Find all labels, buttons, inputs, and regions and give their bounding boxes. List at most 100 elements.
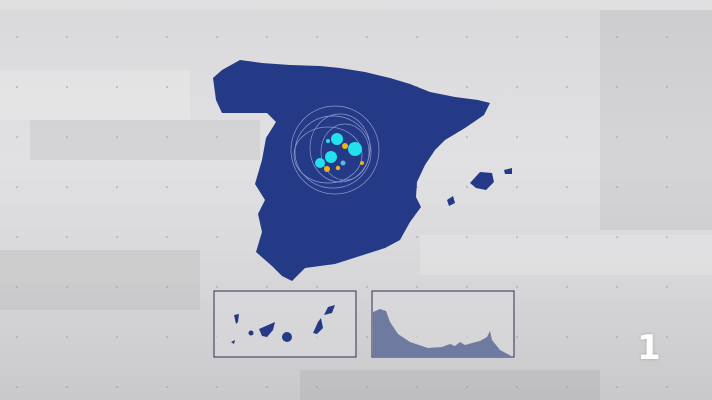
- background-band: [0, 70, 190, 120]
- grid-dot: [566, 186, 568, 188]
- marker-cyan: [331, 133, 343, 145]
- grid-dot: [466, 86, 468, 88]
- island: [313, 318, 323, 334]
- grid-dot: [466, 186, 468, 188]
- grid-dot: [366, 286, 368, 288]
- island: [282, 332, 292, 342]
- grid-dot: [16, 186, 18, 188]
- marker-orange: [360, 161, 364, 165]
- grid-dot: [66, 186, 68, 188]
- orbit-rings: [290, 105, 380, 195]
- grid-dot: [16, 286, 18, 288]
- grid-dot: [516, 186, 518, 188]
- markers: [315, 133, 364, 172]
- grid-dot: [266, 286, 268, 288]
- grid-dot: [166, 286, 168, 288]
- island: [231, 340, 235, 344]
- marker-orange: [335, 165, 341, 171]
- background-band: [300, 370, 600, 400]
- grid-dot: [466, 36, 468, 38]
- grid-dot: [666, 236, 668, 238]
- grid-dot: [66, 36, 68, 38]
- grid-dot: [616, 36, 618, 38]
- island: [234, 314, 239, 324]
- grid-dot: [366, 336, 368, 338]
- grid-dot: [216, 386, 218, 388]
- grid-dot: [116, 36, 118, 38]
- marker-orange: [324, 166, 330, 172]
- marker-cyan: [315, 158, 325, 168]
- grid-dot: [616, 136, 618, 138]
- marker-cyan: [325, 151, 337, 163]
- grid-dot: [516, 386, 518, 388]
- island: [259, 322, 275, 337]
- grid-dot: [216, 186, 218, 188]
- grid-dot: [16, 86, 18, 88]
- grid-dot: [616, 286, 618, 288]
- grid-dot: [166, 386, 168, 388]
- grid-dot: [666, 186, 668, 188]
- marker-cyan: [340, 160, 346, 166]
- grid-dot: [66, 286, 68, 288]
- grid-dot: [466, 236, 468, 238]
- grid-dot: [66, 336, 68, 338]
- background-band: [420, 235, 712, 275]
- grid-dot: [416, 36, 418, 38]
- grid-dot: [16, 386, 18, 388]
- grid-dot: [666, 36, 668, 38]
- ibiza-island: [447, 196, 455, 206]
- marker-cyan: [326, 139, 330, 143]
- grid-dot: [566, 286, 568, 288]
- grid-dot: [166, 236, 168, 238]
- spain-mainland: [213, 60, 490, 281]
- grid-dot: [166, 186, 168, 188]
- grid-dot: [616, 86, 618, 88]
- background-band: [0, 0, 712, 10]
- grid-dot: [616, 186, 618, 188]
- grid-dot: [116, 336, 118, 338]
- grid-dot: [16, 236, 18, 238]
- grid-dot: [366, 36, 368, 38]
- background-band: [30, 120, 260, 160]
- grid-dot: [66, 386, 68, 388]
- background-band: [600, 10, 712, 230]
- grid-dot: [516, 286, 518, 288]
- grid-dot: [516, 86, 518, 88]
- island: [324, 305, 335, 315]
- grid-dot: [416, 236, 418, 238]
- grid-dot: [216, 286, 218, 288]
- island: [248, 330, 254, 336]
- grid-dot: [116, 86, 118, 88]
- grid-dot: [316, 286, 318, 288]
- grid-dot: [216, 236, 218, 238]
- mallorca-island: [470, 172, 494, 190]
- grid-dot: [166, 36, 168, 38]
- grid-dot: [466, 286, 468, 288]
- grid-dot: [416, 286, 418, 288]
- grid-dot: [66, 86, 68, 88]
- grid-dot: [316, 36, 318, 38]
- background-band: [0, 250, 200, 310]
- grid-dot: [216, 36, 218, 38]
- grid-dot: [116, 186, 118, 188]
- marker-orange: [342, 143, 348, 149]
- grid-dot: [566, 36, 568, 38]
- grid-dot: [16, 36, 18, 38]
- grid-dot: [66, 136, 68, 138]
- grid-dot: [366, 386, 368, 388]
- grid-dot: [266, 386, 268, 388]
- menorca-island: [504, 168, 512, 174]
- grid-dot: [666, 136, 668, 138]
- north-africa-coast: [373, 309, 513, 357]
- grid-dot: [666, 86, 668, 88]
- grid-dot: [616, 386, 618, 388]
- grid-dot: [66, 236, 68, 238]
- canary-islands-inset: [213, 290, 357, 358]
- grid-dot: [416, 386, 418, 388]
- grid-dot: [466, 386, 468, 388]
- grid-dot: [516, 336, 518, 338]
- grid-dot: [566, 236, 568, 238]
- grid-dot: [666, 386, 668, 388]
- grid-dot: [566, 386, 568, 388]
- grid-dot: [116, 136, 118, 138]
